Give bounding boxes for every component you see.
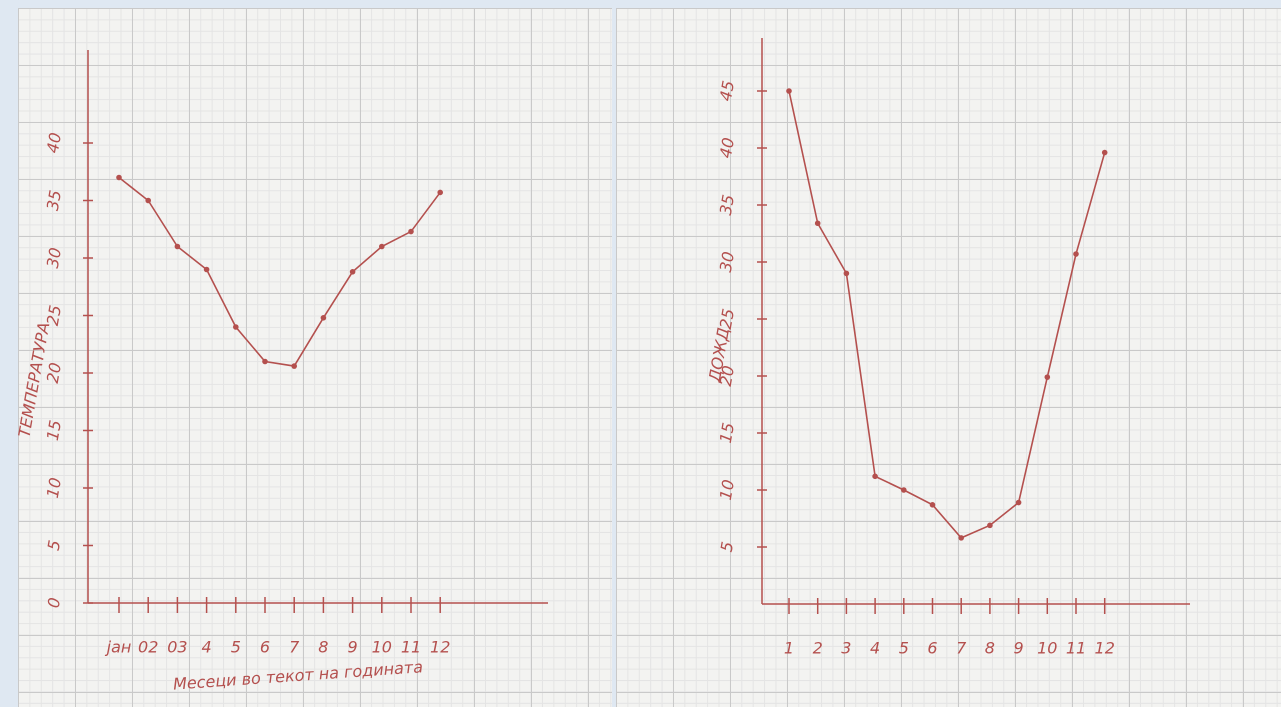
point [1016, 500, 1022, 506]
y-tick-label: 40 [716, 136, 738, 159]
x-tick-label: 7 [289, 638, 300, 657]
point [930, 502, 936, 508]
point [145, 198, 151, 204]
point [175, 244, 181, 250]
point [987, 523, 993, 529]
point [958, 535, 964, 541]
x-tick-label: 3 [841, 639, 851, 658]
x-tick-label: 8 [985, 639, 995, 658]
point [1045, 374, 1051, 380]
point [815, 220, 821, 226]
point [233, 324, 239, 330]
point [291, 363, 297, 369]
y-tick-label: 40 [43, 131, 65, 154]
y-tick-label: 5 [717, 540, 737, 553]
y-tick-label: 10 [43, 476, 65, 499]
x-tick-label: 4 [202, 638, 212, 657]
point [116, 175, 122, 181]
x-tick-label: јан [105, 638, 132, 657]
point [901, 487, 907, 493]
x-tick-label: 8 [318, 638, 328, 657]
point [844, 271, 850, 277]
x-tick-label: 9 [348, 638, 358, 657]
x-tick-label: 6 [927, 639, 937, 658]
x-tick-label: 4 [870, 639, 880, 658]
x-tick-label: 7 [956, 639, 967, 658]
y-tick-label: 30 [716, 250, 738, 273]
point [437, 190, 443, 196]
line [789, 91, 1105, 538]
y-tick-label: 30 [43, 246, 65, 269]
point [350, 269, 356, 275]
x-tick-label: 03 [167, 638, 187, 657]
x-tick-label: 1 [784, 639, 794, 658]
point [379, 244, 385, 250]
point [204, 267, 210, 273]
y-tick-label: 25 [716, 307, 738, 330]
point [408, 229, 414, 235]
x-tick-label: 5 [899, 639, 909, 658]
line [119, 178, 440, 367]
y-tick-label: 35 [43, 189, 65, 212]
y-tick-label: 15 [716, 421, 738, 444]
y-tick-label: 35 [716, 193, 738, 216]
x-tick-label: 11 [1066, 639, 1086, 658]
x-axis-title: Месеци во текот на годината [172, 657, 423, 693]
point [1102, 150, 1108, 156]
x-tick-label: 6 [260, 638, 270, 657]
point [786, 88, 792, 94]
y-tick-label: 45 [716, 79, 738, 102]
y-tick-label: 0 [44, 596, 64, 609]
y-tick-label: 10 [716, 478, 738, 501]
photo: 0510152025303540јан0203456789101112ТЕМПЕ… [0, 0, 1281, 707]
x-tick-label: 10 [1037, 639, 1057, 658]
x-tick-label: 9 [1014, 639, 1024, 658]
point [1073, 251, 1079, 257]
y-tick-label: 5 [44, 539, 64, 552]
point [262, 359, 268, 365]
x-tick-label: 12 [1095, 639, 1115, 658]
x-tick-label: 02 [138, 638, 158, 657]
x-tick-label: 5 [231, 638, 241, 657]
x-tick-label: 10 [372, 638, 392, 657]
y-tick-label: 15 [43, 419, 65, 442]
point [321, 315, 327, 321]
x-tick-label: 11 [401, 638, 421, 657]
charts: 0510152025303540јан0203456789101112ТЕМПЕ… [0, 0, 1281, 707]
point [872, 474, 878, 480]
x-tick-label: 2 [813, 639, 823, 658]
x-tick-label: 12 [430, 638, 450, 657]
